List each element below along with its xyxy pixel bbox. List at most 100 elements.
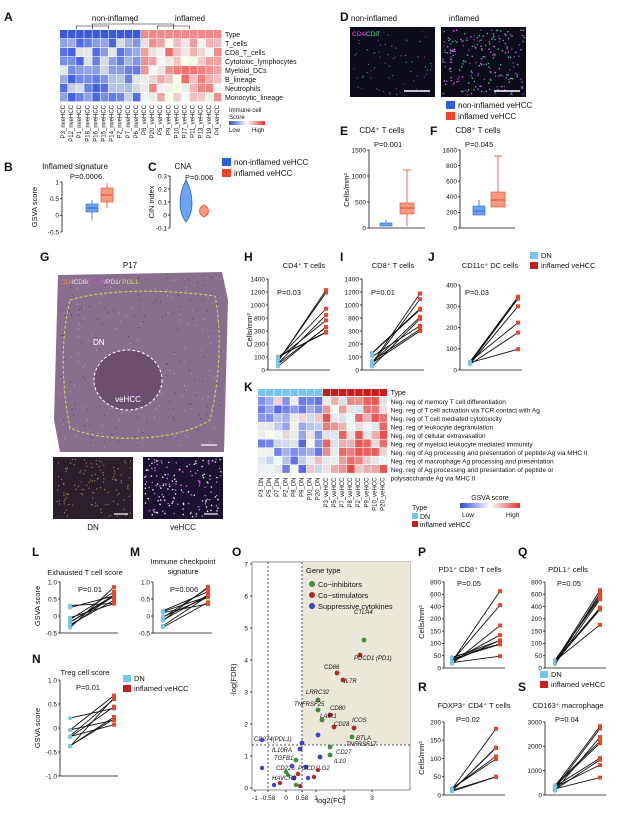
g-inset-speck bbox=[86, 484, 88, 486]
d-cell-dot bbox=[507, 51, 510, 53]
d-cell-dot bbox=[493, 35, 495, 38]
a-heatmap-cell bbox=[92, 48, 100, 57]
d-cell-dot bbox=[480, 45, 482, 48]
k-heatmap-cell bbox=[371, 439, 379, 448]
p-pair-line bbox=[451, 590, 501, 662]
a-heatmap-cell bbox=[173, 84, 181, 93]
a-col-label: P19_veHCC bbox=[207, 104, 213, 138]
l-pair-line bbox=[69, 586, 115, 628]
k-heatmap-cell bbox=[290, 431, 298, 439]
g-inset-speck bbox=[158, 496, 160, 498]
g-tissue-speck bbox=[219, 404, 221, 406]
a-heatmap-cell bbox=[165, 48, 173, 57]
a-heatmap-cell bbox=[205, 84, 214, 93]
d-cell-dot bbox=[490, 72, 492, 74]
g-inset-speck bbox=[174, 493, 177, 495]
k-heatmap-cell bbox=[282, 431, 290, 439]
d-cell-dot bbox=[488, 43, 491, 45]
panel-letter-d: D bbox=[340, 10, 349, 24]
k-col-label: P5_veHCC bbox=[332, 477, 338, 508]
i-vehcc-point bbox=[418, 323, 422, 328]
g-inset-speck bbox=[83, 459, 85, 461]
c-violin-noninflamed bbox=[179, 179, 193, 223]
d-cell-dot bbox=[389, 93, 391, 96]
a-col-label: P15_nveHCC bbox=[102, 104, 108, 141]
d-cell-dot bbox=[482, 55, 484, 58]
k-row-label: Neg. reg of T cell mediated cytotoxicity bbox=[391, 416, 503, 423]
g-inset-speck bbox=[173, 478, 176, 481]
m-pair-line bbox=[162, 603, 209, 613]
g-inset-speck bbox=[110, 514, 112, 517]
a-heatmap-cell bbox=[92, 39, 100, 48]
k-heatmap-cell bbox=[347, 456, 355, 465]
bc-legend-inflamed-label: inflamed veHCC bbox=[234, 169, 292, 178]
h-y-tick-label: 200 bbox=[254, 341, 265, 348]
g-tissue-speck bbox=[206, 405, 208, 408]
k-heatmap-cell bbox=[347, 422, 355, 431]
l-pair-line bbox=[69, 595, 115, 623]
f-y-tick-label: 200 bbox=[446, 210, 457, 217]
g-inset-speck bbox=[210, 486, 213, 488]
k-type-cell bbox=[266, 389, 274, 396]
o-gene-point bbox=[297, 746, 303, 752]
l-vehcc-point bbox=[112, 594, 116, 599]
g-tissue-speck bbox=[137, 339, 139, 342]
j-vehcc-point bbox=[516, 320, 520, 325]
m-title-line2: signature bbox=[168, 567, 199, 576]
g-tissue-speck bbox=[62, 423, 64, 425]
panel-letter-b: B bbox=[4, 160, 13, 174]
k-col-label: P7_veHCC bbox=[340, 477, 346, 508]
g-inset-speck bbox=[88, 481, 90, 483]
p-pair-line bbox=[451, 655, 501, 664]
g-inset-speck bbox=[206, 510, 209, 513]
k-heatmap-cell bbox=[290, 405, 298, 414]
o-gene-point bbox=[259, 765, 265, 771]
k-heatmap-cell bbox=[258, 448, 266, 456]
g-tissue-speck bbox=[216, 303, 218, 305]
g-inset-speck bbox=[216, 476, 218, 479]
g-tissue-speck bbox=[172, 372, 175, 374]
g-inset-speck bbox=[209, 498, 211, 501]
g-inset-speck bbox=[168, 461, 170, 464]
g-tissue-speck bbox=[138, 326, 140, 329]
d-cell-dot bbox=[373, 67, 376, 69]
c-y-tick-label: 0.2 bbox=[158, 186, 167, 193]
k-heatmap-cell bbox=[379, 397, 387, 405]
bc-legend-inflamed-swatch bbox=[222, 169, 231, 177]
h-pvalue: P=0.03 bbox=[277, 288, 301, 297]
k-heatmap-cell bbox=[339, 439, 347, 448]
d-cell-dot bbox=[443, 80, 446, 82]
g-tissue-speck bbox=[216, 423, 218, 425]
g-inset-speck bbox=[98, 460, 101, 462]
g-tissue-speck bbox=[137, 294, 140, 296]
d-cell-dot bbox=[476, 36, 479, 39]
d-cell-dot bbox=[449, 52, 452, 54]
g-inset-speck bbox=[57, 475, 59, 478]
r-title: FOXP3⁺ CD4⁺ T cells bbox=[437, 701, 510, 710]
g-inset-dn-label: DN bbox=[87, 523, 99, 532]
o-gene-point bbox=[271, 782, 277, 788]
d-cell-dot bbox=[488, 88, 491, 91]
hij-legend-vehcc-label: inflamed veHCC bbox=[541, 261, 596, 270]
d-cell-dot bbox=[377, 39, 380, 42]
h-vehcc-point bbox=[324, 290, 328, 295]
o-y-tick-label: 5 bbox=[244, 625, 248, 632]
g-inset-speck bbox=[115, 489, 118, 491]
d-cell-dot bbox=[470, 74, 473, 77]
a-heatmap-cell bbox=[60, 48, 68, 57]
d-cell-dot bbox=[488, 41, 491, 43]
a-heatmap-cell bbox=[141, 48, 149, 57]
n-pvalue: P=0.01 bbox=[76, 683, 100, 692]
o-gene-point bbox=[315, 707, 321, 713]
g-inset-speck bbox=[96, 478, 99, 480]
d-cell-dot bbox=[478, 64, 481, 67]
a-heatmap-cell bbox=[181, 57, 189, 66]
g-inset-speck bbox=[93, 479, 96, 482]
d-cell-dot bbox=[516, 76, 519, 78]
g-tissue-speck bbox=[96, 364, 99, 366]
d-cell-dot bbox=[490, 29, 493, 32]
g-inset-speck bbox=[195, 515, 197, 518]
g-inset-speck bbox=[153, 492, 156, 495]
a-heatmap-cell bbox=[132, 57, 141, 66]
k-heatmap-cell bbox=[355, 422, 363, 431]
